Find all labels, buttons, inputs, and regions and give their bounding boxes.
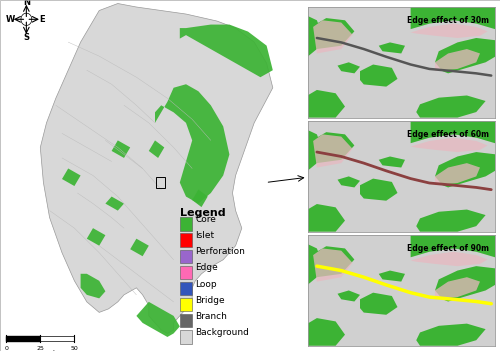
Text: Edge effect of 60m: Edge effect of 60m [408, 130, 490, 139]
Text: Islet: Islet [196, 231, 214, 240]
Polygon shape [338, 62, 360, 73]
Polygon shape [317, 132, 354, 163]
Text: Edge effect of 90m: Edge effect of 90m [408, 244, 490, 253]
Polygon shape [130, 239, 149, 256]
Polygon shape [308, 16, 322, 57]
Polygon shape [192, 190, 208, 207]
Polygon shape [308, 204, 345, 232]
Text: N: N [23, 0, 30, 7]
Polygon shape [360, 65, 398, 87]
Polygon shape [338, 176, 360, 187]
Polygon shape [435, 49, 480, 71]
Text: Loop: Loop [196, 279, 217, 289]
Bar [156, 177, 164, 188]
Text: Edge effect of 30m: Edge effect of 30m [408, 16, 490, 25]
FancyBboxPatch shape [180, 250, 192, 263]
Polygon shape [80, 274, 106, 298]
FancyBboxPatch shape [180, 233, 192, 247]
FancyBboxPatch shape [180, 298, 192, 311]
Polygon shape [62, 168, 80, 186]
Text: 25: 25 [36, 346, 44, 351]
Polygon shape [313, 20, 352, 53]
Polygon shape [379, 157, 405, 167]
Polygon shape [136, 302, 180, 337]
Polygon shape [313, 249, 352, 282]
Polygon shape [410, 7, 495, 29]
Text: Core: Core [196, 215, 216, 224]
Text: Branch: Branch [196, 312, 227, 321]
Polygon shape [155, 84, 230, 204]
Text: 50: 50 [70, 346, 78, 351]
Polygon shape [308, 130, 322, 171]
Polygon shape [149, 140, 164, 158]
Text: Perforation: Perforation [196, 247, 245, 256]
Polygon shape [410, 252, 488, 266]
Polygon shape [317, 246, 354, 277]
Text: E: E [40, 15, 46, 24]
Polygon shape [308, 244, 322, 285]
Text: Edge: Edge [196, 263, 218, 272]
Bar [40, 336, 74, 341]
Polygon shape [308, 90, 345, 118]
Text: Legend: Legend [180, 208, 226, 218]
Polygon shape [435, 152, 495, 187]
Polygon shape [435, 38, 495, 73]
Polygon shape [112, 140, 130, 158]
Polygon shape [40, 4, 273, 333]
Polygon shape [416, 324, 486, 346]
Polygon shape [360, 293, 398, 315]
FancyBboxPatch shape [180, 314, 192, 327]
FancyBboxPatch shape [180, 217, 192, 231]
Text: W: W [6, 15, 15, 24]
Polygon shape [410, 138, 488, 152]
Polygon shape [379, 42, 405, 53]
Text: km: km [52, 350, 62, 351]
Polygon shape [379, 271, 405, 282]
Text: S: S [24, 33, 30, 42]
Polygon shape [435, 163, 480, 185]
FancyBboxPatch shape [180, 330, 192, 344]
FancyBboxPatch shape [180, 282, 192, 295]
Polygon shape [313, 134, 352, 167]
Polygon shape [410, 235, 495, 257]
Bar [6, 336, 40, 341]
Text: Bridge: Bridge [196, 296, 225, 305]
Polygon shape [416, 95, 486, 118]
Polygon shape [180, 25, 273, 77]
Text: Background: Background [196, 328, 249, 337]
Polygon shape [317, 18, 354, 49]
Polygon shape [435, 277, 480, 299]
Polygon shape [87, 228, 106, 246]
Polygon shape [338, 290, 360, 302]
FancyBboxPatch shape [180, 266, 192, 279]
Polygon shape [308, 318, 345, 346]
Polygon shape [416, 210, 486, 232]
Polygon shape [410, 24, 488, 38]
Text: 0: 0 [4, 346, 8, 351]
Polygon shape [106, 197, 124, 211]
Polygon shape [435, 266, 495, 302]
Polygon shape [360, 179, 398, 201]
Polygon shape [410, 121, 495, 143]
